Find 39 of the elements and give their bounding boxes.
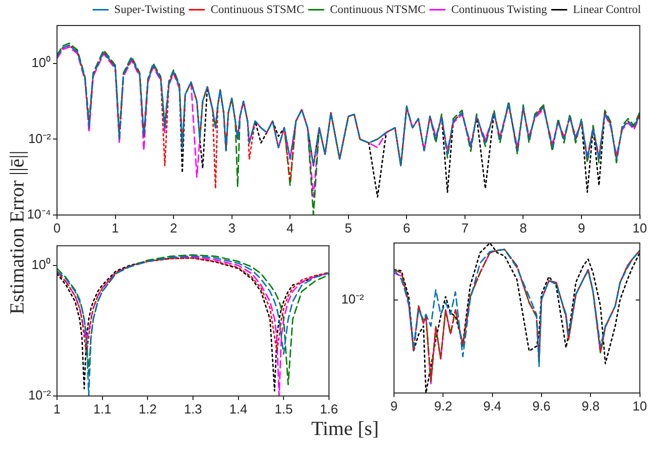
x-tick-label: 1.3 <box>184 401 202 416</box>
x-tick-label: 0 <box>53 220 61 236</box>
line-series <box>57 44 640 166</box>
x-tick-label: 7 <box>461 220 469 236</box>
y-axis-title: Estimation Error ||ē|| <box>6 150 28 314</box>
x-tick-label: 1 <box>112 220 119 236</box>
x-axis-title: Time [s] <box>311 418 379 441</box>
x-tick-label: 8 <box>520 220 527 236</box>
legend-label: Continuous Twisting <box>451 4 548 16</box>
x-tick-label: 2 <box>170 220 178 236</box>
x-tick-label: 4 <box>286 220 294 236</box>
legend-label: Linear Control <box>572 4 642 16</box>
x-tick-label: 1.1 <box>93 401 112 416</box>
x-tick-label: 3 <box>228 220 236 236</box>
y-tick-label: 10⁻⁴ <box>26 206 51 222</box>
x-tick-label: 10 <box>632 220 648 236</box>
x-tick-label: 1.5 <box>274 401 293 416</box>
legend-label: Super-Twisting <box>114 4 186 16</box>
x-tick-label: 1.4 <box>229 401 248 416</box>
x-tick-label: 10 <box>632 398 648 414</box>
y-tick-label: 10⁰ <box>32 257 51 272</box>
x-tick-label: 9.6 <box>532 398 550 414</box>
x-tick-label: 9 <box>390 398 398 414</box>
text: 10⁻² <box>341 292 365 307</box>
x-tick-label: 9 <box>578 220 586 236</box>
legend-label: Continuous NTSMC <box>330 4 426 16</box>
y-tick-label: 10⁻² <box>28 388 52 403</box>
y-tick-label: 10⁻² <box>28 130 52 146</box>
x-tick-label: 5 <box>344 220 352 236</box>
x-tick-label: 1.6 <box>320 401 338 416</box>
x-tick-label: 1.2 <box>138 401 157 416</box>
legend-label: Continuous STSMC <box>210 4 305 16</box>
x-tick-label: 9.4 <box>483 398 502 414</box>
x-tick-label: 1 <box>53 401 61 416</box>
y-tick-label: 10⁰ <box>32 54 51 70</box>
x-tick-label: 6 <box>403 220 410 236</box>
x-tick-label: 9.2 <box>434 398 452 414</box>
line-series <box>57 257 329 355</box>
x-tick-label: 9.8 <box>582 398 600 414</box>
